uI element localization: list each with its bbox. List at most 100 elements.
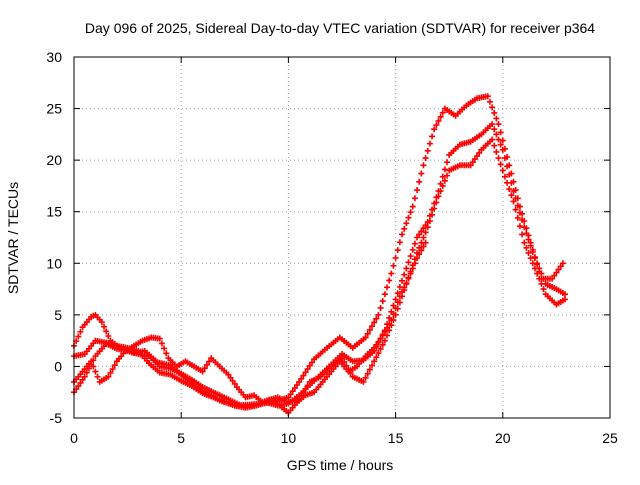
data-point [506,171,513,178]
x-tick-label: 15 [388,430,404,446]
plot-frame [73,56,611,419]
data-point [381,337,388,344]
data-point [486,98,493,105]
data-point [107,369,114,376]
data-point [484,93,491,100]
y-tick-label: 10 [46,255,62,271]
data-point [561,291,568,298]
data-point [401,271,408,278]
data-point [510,188,517,195]
x-tick-label: 5 [177,430,185,446]
data-point [83,369,90,376]
data-point [426,217,433,224]
data-point [394,299,401,306]
data-point [384,324,391,331]
data-point [559,260,566,267]
data-point [300,372,307,379]
data-point [291,385,298,392]
data-point [437,113,444,120]
data-point [339,355,345,362]
data-point [79,376,86,383]
data-point [491,109,498,116]
data-point [471,156,478,163]
data-point [553,269,560,276]
data-point [379,341,386,348]
data-point [426,140,433,147]
data-point [304,382,311,389]
data-point [527,255,534,262]
data-point [418,228,425,235]
data-point [360,378,367,385]
data-point [399,288,406,295]
x-tick-label: 10 [281,430,297,446]
data-point [525,249,532,256]
data-point [431,205,438,212]
data-point [416,251,423,258]
data-point [439,173,446,180]
data-point [422,229,429,236]
data-point [381,291,388,298]
x-tick-label: 0 [70,430,78,446]
data-point [411,260,418,267]
data-point [521,224,528,231]
data-point [501,155,508,162]
data-point [414,234,421,241]
data-point [373,315,380,322]
data-point [561,296,568,303]
data-point [75,333,82,340]
data-point [373,341,380,348]
data-point [203,361,210,368]
data-point [377,345,384,352]
data-point [405,214,412,221]
data-point [201,365,208,372]
data-point [371,344,378,351]
data-point [420,234,427,241]
data-point [379,298,386,305]
data-point [399,231,406,238]
y-tick-label: 25 [46,101,62,117]
data-point [90,363,97,370]
data-point [369,362,376,369]
data-point [499,137,506,144]
data-point [206,358,213,365]
data-point [435,193,442,200]
data-point [296,378,303,385]
data-point [523,230,530,237]
data-point [388,270,395,277]
data-point [497,141,504,148]
data-point [403,265,410,272]
data-point [516,209,523,216]
data-point [371,358,378,365]
data-point [439,182,446,189]
data-point [414,255,421,262]
data-point [390,311,397,318]
data-point [444,159,451,166]
data-point [493,115,500,122]
data-point [302,385,309,392]
data-point [379,332,386,339]
data-point [512,206,519,213]
data-point [504,163,511,170]
series-track-4 [71,239,429,416]
data-point [444,172,451,179]
data-point [538,280,545,287]
data-point [495,121,502,128]
data-point [229,377,236,384]
data-point [366,366,373,373]
data-point [409,265,416,272]
data-point [429,133,436,140]
data-point [506,186,513,193]
data-point [418,170,425,177]
data-point [158,340,165,347]
data-point [373,354,380,361]
data-point [293,381,300,388]
data-point [495,155,502,162]
data-point [156,335,163,342]
data-point [364,370,371,377]
data-point [302,369,309,376]
data-point [491,126,498,133]
data-point [394,290,401,297]
data-point [407,270,414,277]
